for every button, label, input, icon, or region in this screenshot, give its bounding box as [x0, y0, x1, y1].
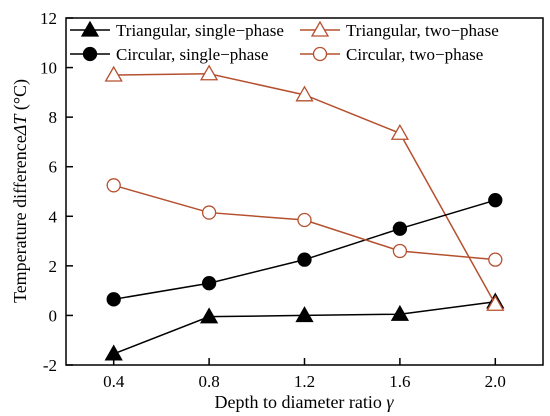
legend-entry-0: Triangular, single−phase: [70, 20, 284, 40]
series-3-point-1-circle-marker: [201, 205, 217, 220]
series-2-point-3-circle-marker: [392, 221, 408, 236]
y-tick-label: 4: [49, 207, 58, 226]
y-tick-label: 0: [49, 306, 58, 325]
x-tick-label: 0.8: [198, 372, 219, 391]
x-axis-ticks: 0.4 0.8 1.2 1.6 2.0: [103, 358, 506, 391]
legend: Triangular, single−phase Triangular, two−…: [70, 20, 499, 64]
series-3-point-4-circle-marker: [488, 252, 503, 267]
series-1-point-0-triangle-marker: [104, 65, 123, 82]
series-2-point-2-circle-marker: [297, 252, 312, 267]
legend-entry-2: Circular, single−phase: [70, 45, 268, 64]
y-axis-label: Temperature differenceΔT (°C): [10, 79, 31, 303]
legend-entry-3: Circular, two−phase: [300, 45, 483, 64]
series-3-point-0-circle-marker: [106, 178, 121, 193]
x-axis-label: Depth to diameter ratio γ: [214, 392, 394, 412]
x-axis-label-symbol: γ: [386, 392, 394, 412]
series-1-point-3-triangle-marker: [390, 123, 410, 140]
y-tick-label: -2: [43, 356, 57, 375]
series-0: [104, 292, 505, 361]
series-legend-2-point-0-circle-marker: [82, 46, 98, 62]
x-tick-label: 2.0: [485, 372, 506, 391]
legend-label: Circular, single−phase: [116, 45, 268, 64]
y-tick-label: 6: [49, 158, 58, 177]
series-legend-3-point-0-circle-marker: [312, 46, 328, 62]
legend-entry-1: Triangular, two−phase: [300, 20, 499, 40]
series-2-point-1-circle-marker: [201, 276, 217, 291]
series-1-line: [113, 73, 496, 305]
legend-label: Triangular, single−phase: [116, 21, 284, 40]
series-1-point-1-triangle-marker: [199, 64, 219, 81]
series-legend-0-point-0-triangle-marker: [80, 20, 100, 37]
y-axis-label-unit: (°C): [10, 79, 31, 110]
y-tick-label: 2: [49, 257, 58, 276]
series-0-point-3-triangle-marker: [390, 304, 410, 321]
x-axis-label-text: Depth to diameter ratio: [214, 392, 381, 412]
series-legend-1-point-0-triangle-marker: [310, 20, 330, 37]
series-1-point-4-triangle-marker: [486, 294, 505, 311]
y-tick-label: 10: [40, 59, 57, 78]
series-layer: [104, 64, 505, 361]
y-tick-label: 8: [49, 108, 58, 127]
series-3-point-3-circle-marker: [392, 243, 408, 259]
series-2-point-0-circle-marker: [106, 292, 121, 307]
series-0-point-2-triangle-marker: [295, 306, 314, 323]
y-axis-label-text: Temperature difference: [10, 135, 30, 303]
series-0-point-1-triangle-marker: [199, 307, 219, 324]
y-tick-label: 12: [40, 9, 57, 28]
series-0-point-0-triangle-marker: [104, 344, 123, 361]
x-tick-label: 1.6: [389, 372, 410, 391]
x-tick-label: 0.4: [103, 372, 125, 391]
series-2: [106, 193, 503, 307]
x-tick-label: 1.2: [294, 372, 315, 391]
y-axis-ticks: -2 0 2 4 6 8 10 12: [40, 9, 73, 375]
series-3-point-2-circle-marker: [297, 212, 312, 228]
series-1-point-2-triangle-marker: [295, 85, 314, 102]
legend-label: Circular, two−phase: [346, 45, 483, 64]
y-axis-label-symbol: ΔT: [10, 113, 30, 137]
series-2-point-4-circle-marker: [488, 193, 503, 208]
series-1: [104, 64, 505, 311]
series-3: [106, 178, 503, 267]
legend-label: Triangular, two−phase: [346, 21, 499, 40]
